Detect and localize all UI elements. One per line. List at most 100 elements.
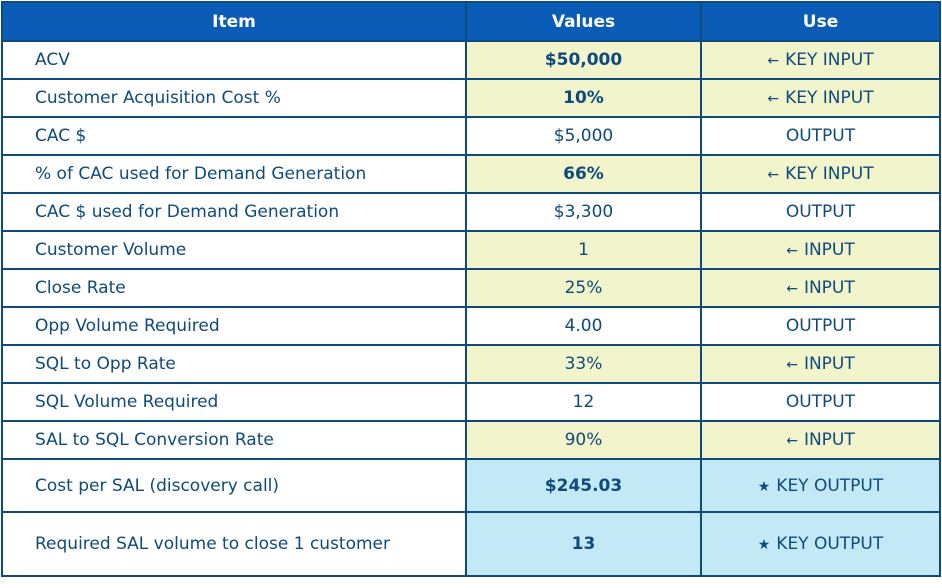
table-row: % of CAC used for Demand Generation 66% …: [1, 154, 941, 194]
value-cell[interactable]: 66%: [465, 154, 702, 194]
use-cell: ← INPUT: [700, 420, 941, 460]
arrow-left-icon: ←: [767, 53, 780, 69]
value-cell[interactable]: 4.00: [465, 306, 702, 346]
value-text: 1: [578, 240, 589, 260]
table-row: SQL to Opp Rate 33% ← INPUT: [1, 344, 941, 384]
header-values: Values: [465, 1, 702, 42]
arrow-left-icon: ←: [786, 243, 798, 259]
value-cell[interactable]: 90%: [465, 420, 702, 460]
table-row: Customer Acquisition Cost % 10% ← KEY INP…: [1, 78, 941, 118]
value-text: 33%: [564, 354, 603, 374]
item-label: ACV: [35, 50, 70, 70]
value-text: 90%: [564, 430, 603, 450]
value-text: 25%: [564, 278, 603, 298]
header-use: Use: [700, 1, 941, 42]
value-cell[interactable]: $3,300: [465, 192, 702, 232]
item-label: SQL to Opp Rate: [35, 354, 176, 374]
item-label: CAC $ used for Demand Generation: [35, 202, 340, 222]
use-label: KEY INPUT: [785, 164, 874, 184]
value-cell[interactable]: 10%: [465, 78, 702, 118]
use-label: KEY INPUT: [785, 88, 874, 108]
table-row: ACV $50,000 ← KEY INPUT: [1, 40, 941, 80]
item-label: Customer Volume: [35, 240, 187, 260]
table-row: Close Rate 25% ← INPUT: [1, 268, 941, 308]
item-cell: Customer Volume: [1, 230, 467, 270]
value-text: 13: [571, 534, 596, 554]
star-icon: ★: [757, 478, 771, 495]
table-row: SAL to SQL Conversion Rate 90% ← INPUT: [1, 420, 941, 460]
use-cell: ← KEY INPUT: [700, 154, 941, 194]
item-cell: SQL Volume Required: [1, 382, 467, 422]
use-label: KEY OUTPUT: [776, 475, 884, 496]
item-cell: Opp Volume Required: [1, 306, 467, 346]
item-label: SAL to SQL Conversion Rate: [35, 430, 274, 450]
header-row: Item Values Use: [1, 1, 941, 42]
table-row: Customer Volume 1 ← INPUT: [1, 230, 941, 270]
item-cell: % of CAC used for Demand Generation: [1, 154, 467, 194]
use-cell: ★ KEY OUTPUT: [700, 458, 941, 513]
arrow-left-icon: ←: [786, 433, 798, 449]
arrow-left-icon: ←: [767, 167, 780, 183]
use-cell: ★ KEY OUTPUT: [700, 511, 941, 577]
use-cell: ← KEY INPUT: [700, 78, 941, 118]
value-cell[interactable]: 12: [465, 382, 702, 422]
arrow-left-icon: ←: [786, 281, 798, 297]
value-text: $245.03: [544, 475, 623, 496]
use-label: KEY OUTPUT: [776, 533, 884, 554]
value-cell[interactable]: $5,000: [465, 116, 702, 156]
use-label: INPUT: [803, 354, 855, 374]
item-label: Required SAL volume to close 1 customer: [35, 534, 390, 554]
value-text: $5,000: [553, 126, 614, 146]
value-text: 4.00: [564, 316, 603, 336]
use-label: OUTPUT: [785, 202, 856, 222]
use-label: OUTPUT: [785, 126, 856, 146]
use-cell: OUTPUT: [700, 382, 941, 422]
use-cell: OUTPUT: [700, 192, 941, 232]
value-cell[interactable]: $50,000: [465, 40, 702, 80]
table-row: Opp Volume Required 4.00 OUTPUT: [1, 306, 941, 346]
item-label: Customer Acquisition Cost %: [35, 88, 281, 108]
use-cell: ← KEY INPUT: [700, 40, 941, 80]
use-cell: ← INPUT: [700, 230, 941, 270]
arrow-left-icon: ←: [786, 357, 798, 373]
value-cell[interactable]: 13: [465, 511, 702, 577]
table-row: CAC $ used for Demand Generation $3,300 …: [1, 192, 941, 232]
item-cell: Required SAL volume to close 1 customer: [1, 511, 467, 577]
value-text: $50,000: [544, 50, 623, 70]
value-cell[interactable]: 25%: [465, 268, 702, 308]
item-cell: SQL to Opp Rate: [1, 344, 467, 384]
value-cell[interactable]: 33%: [465, 344, 702, 384]
value-text: 66%: [563, 164, 604, 184]
header-item: Item: [1, 1, 467, 42]
use-label: OUTPUT: [785, 392, 856, 412]
value-text: $3,300: [553, 202, 614, 222]
use-label: INPUT: [803, 430, 855, 450]
use-label: INPUT: [803, 240, 855, 260]
item-label: Close Rate: [35, 278, 126, 298]
item-label: Cost per SAL (discovery call): [35, 475, 280, 496]
item-label: Opp Volume Required: [35, 316, 220, 336]
use-cell: OUTPUT: [700, 306, 941, 346]
item-cell: Close Rate: [1, 268, 467, 308]
value-cell[interactable]: $245.03: [465, 458, 702, 513]
item-label: SQL Volume Required: [35, 392, 219, 412]
item-cell: CAC $: [1, 116, 467, 156]
arrow-left-icon: ←: [767, 91, 780, 107]
item-cell: SAL to SQL Conversion Rate: [1, 420, 467, 460]
table-row: CAC $ $5,000 OUTPUT: [1, 116, 941, 156]
use-label: INPUT: [803, 278, 855, 298]
item-cell: CAC $ used for Demand Generation: [1, 192, 467, 232]
value-text: 12: [572, 392, 595, 412]
value-text: 10%: [563, 88, 604, 108]
item-cell: ACV: [1, 40, 467, 80]
table-row: SQL Volume Required 12 OUTPUT: [1, 382, 941, 422]
cac-calculator-table: Item Values Use ACV $50,000 ← KEY INPUT Cu…: [1, 1, 941, 577]
use-cell: OUTPUT: [700, 116, 941, 156]
use-label: KEY INPUT: [785, 50, 874, 70]
value-cell[interactable]: 1: [465, 230, 702, 270]
item-cell: Customer Acquisition Cost %: [1, 78, 467, 118]
star-icon: ★: [757, 536, 771, 553]
table-row: Required SAL volume to close 1 customer …: [1, 511, 941, 577]
item-cell: Cost per SAL (discovery call): [1, 458, 467, 513]
table-row: Cost per SAL (discovery call) $245.03 ★ K…: [1, 458, 941, 513]
